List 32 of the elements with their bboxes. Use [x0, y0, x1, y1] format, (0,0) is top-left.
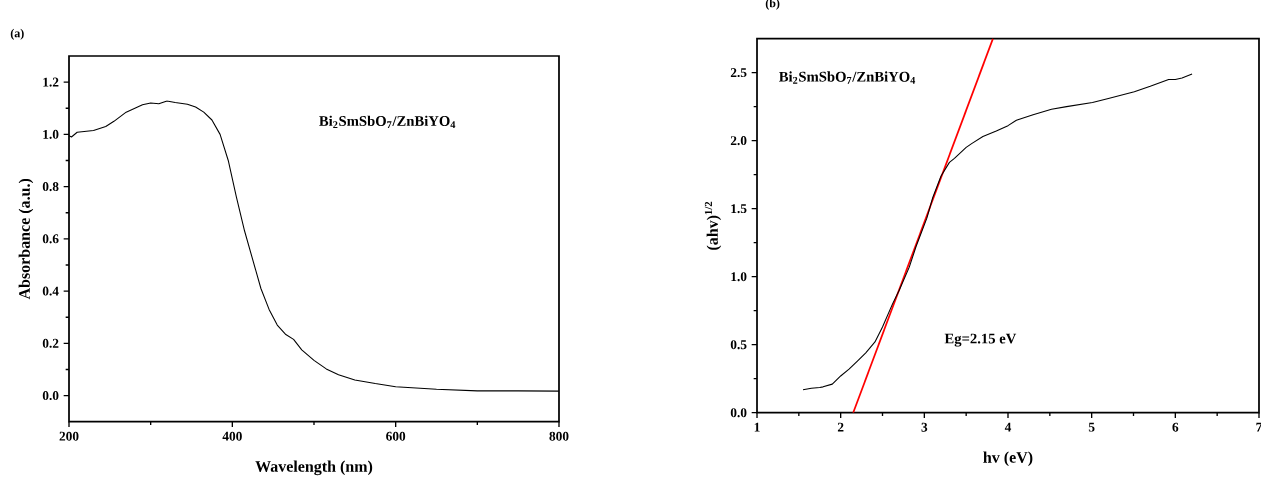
- x-tick-label: 400: [222, 431, 242, 441]
- x-tick-label: 4: [1004, 422, 1012, 432]
- y-tick-label: 1.0: [731, 272, 747, 282]
- x-tick-label: 800: [549, 431, 569, 441]
- annotation: Bi$_{2}$SmSbO$_{7}$/ZnBiYO$_{4}$: [779, 71, 916, 84]
- x-tick-label: 200: [59, 431, 79, 441]
- x-tick-label: 1: [754, 422, 760, 432]
- y-tick-label: 0.5: [730, 340, 747, 350]
- y-tick-label: 0.4: [42, 286, 59, 296]
- x-tick-label: 2: [837, 422, 844, 432]
- y-tick-label: 2.0: [730, 136, 747, 146]
- y-tick-label: 0.8: [42, 182, 59, 192]
- y-tick-label: 2.5: [730, 68, 747, 78]
- annotation: Bi$_{2}$SmSbO$_{7}$/ZnBiYO$_{4}$: [319, 115, 456, 129]
- x-tick-label: 3: [921, 422, 928, 432]
- annotation: Eg=2.15 eV: [944, 333, 1017, 347]
- x-axis-title: hv (eV): [983, 451, 1033, 467]
- y-tick-label: 1.5: [731, 204, 747, 214]
- y-tick-label: 0.6: [42, 234, 59, 244]
- y-tick-label: 1.2: [43, 77, 59, 87]
- chart-title: (a): [10, 28, 24, 40]
- y-axis-title: (ahv)$^{1/2}$: [704, 201, 722, 250]
- x-tick-label: 600: [386, 431, 406, 441]
- x-tick-label: 5: [1088, 422, 1095, 432]
- y-tick-label: 0.0: [730, 408, 747, 418]
- y-tick-label: 0.2: [42, 338, 59, 348]
- x-tick-label: 6: [1172, 422, 1179, 432]
- y-tick-label: 0.0: [42, 391, 59, 401]
- y-tick-label: 1.0: [43, 129, 59, 139]
- x-tick-label: 7: [1256, 422, 1261, 432]
- y-axis-title: Absorbance (a.u.): [18, 178, 34, 300]
- x-axis-title: Wavelength (nm): [255, 460, 373, 476]
